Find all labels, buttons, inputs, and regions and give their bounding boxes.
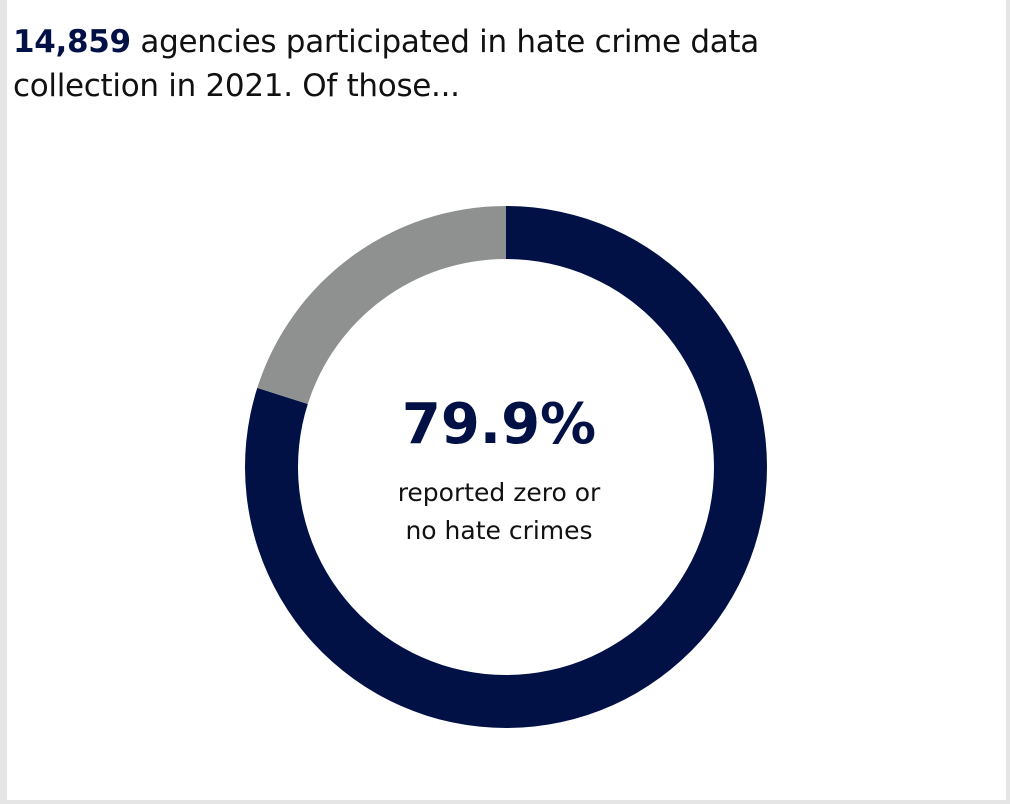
chart-panel: 14,859 agencies participated in hate cri… bbox=[7, 0, 1006, 800]
center-label: reported zero or no hate crimes bbox=[299, 474, 699, 550]
agency-count: 14,859 bbox=[13, 24, 131, 60]
center-value: 79.9% bbox=[401, 392, 597, 457]
headline-text: agencies participated in hate crime data… bbox=[13, 24, 759, 104]
center-label-line-1: reported zero or bbox=[397, 478, 601, 507]
center-label-line-2: no hate crimes bbox=[405, 516, 593, 545]
donut-slice-2[interactable] bbox=[257, 206, 506, 404]
headline: 14,859 agencies participated in hate cri… bbox=[13, 20, 913, 108]
